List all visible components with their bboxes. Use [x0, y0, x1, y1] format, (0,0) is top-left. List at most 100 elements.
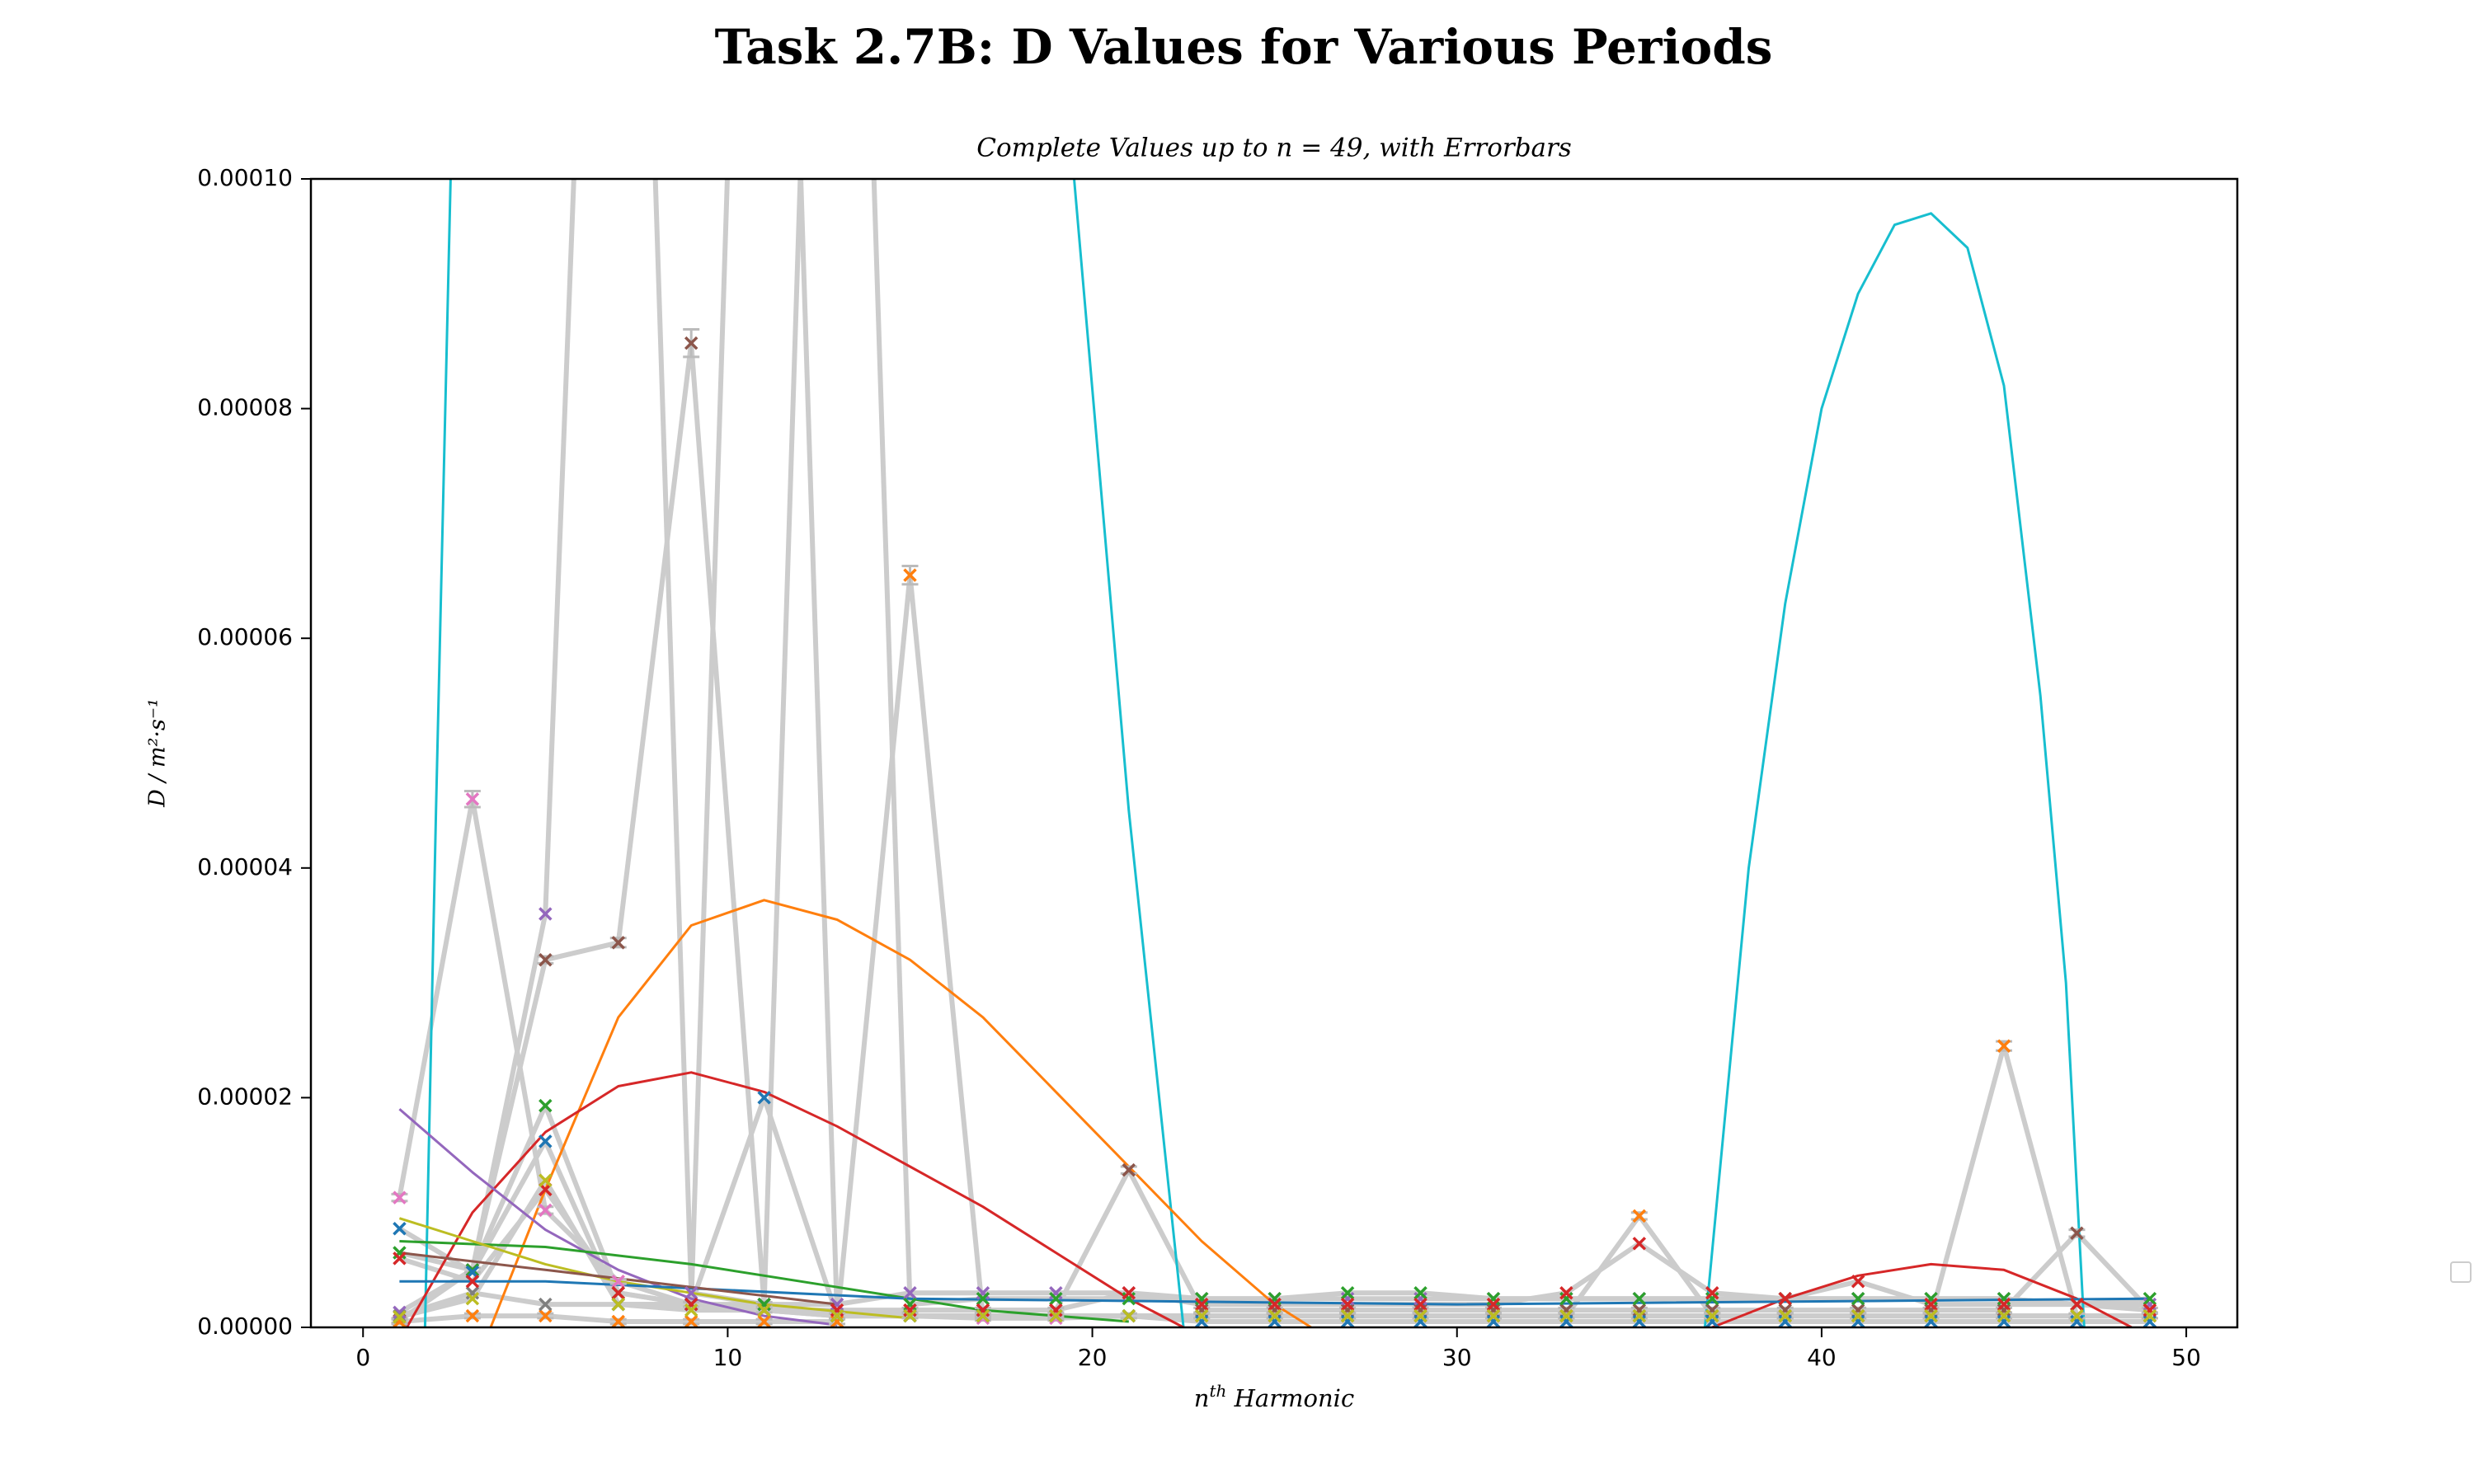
marker	[611, 936, 625, 950]
x-axis-label-part: th	[1209, 1381, 1226, 1401]
x-axis-label: nth Harmonic	[1194, 1381, 1354, 1413]
marker-stroke	[1997, 1308, 2011, 1323]
marker	[1632, 1291, 1647, 1306]
marker	[539, 1297, 553, 1312]
marker-stroke	[1851, 1291, 1865, 1306]
marker	[1268, 1297, 1282, 1312]
x-axis-label-part: Harmonic	[1226, 1384, 1354, 1412]
marker	[539, 1203, 553, 1218]
marker	[976, 1291, 990, 1306]
marker	[1778, 1291, 1792, 1306]
marker-stroke	[1778, 1291, 1792, 1306]
marker-stroke	[1851, 1275, 1865, 1289]
marker-stroke	[465, 1275, 480, 1289]
marker	[1122, 1162, 1136, 1177]
marker-stroke	[757, 1091, 771, 1105]
marker-stroke	[465, 1308, 480, 1323]
marker-stroke	[903, 1285, 917, 1300]
x-tick-label: 20	[1078, 1344, 1108, 1371]
chart-title: Task 2.7B: D Values for Various Periods	[715, 19, 1773, 75]
marker	[1049, 1308, 1063, 1323]
marker	[684, 336, 698, 350]
marker	[1705, 1285, 1719, 1300]
marker-stroke	[465, 1291, 480, 1306]
marker	[830, 1308, 844, 1323]
data-line	[398, 1186, 2151, 1313]
marker-stroke	[539, 1098, 553, 1113]
marker	[1194, 1308, 1209, 1323]
marker-stroke	[465, 791, 480, 806]
marker-stroke	[611, 1275, 625, 1289]
marker	[539, 1308, 553, 1323]
marker-stroke	[1049, 1308, 1063, 1323]
x-tick-label: 0	[355, 1344, 370, 1371]
marker	[465, 1263, 480, 1277]
marker-stroke	[1122, 1308, 1136, 1323]
marker	[1340, 1297, 1355, 1312]
marker	[903, 1308, 917, 1323]
marker-stroke	[1486, 1297, 1501, 1312]
marker	[757, 1314, 771, 1327]
marker-stroke	[1340, 1308, 1355, 1323]
marker-stroke	[757, 1314, 771, 1327]
data-line	[397, 796, 2150, 1321]
marker	[1486, 1297, 1501, 1312]
marker-stroke	[1340, 1297, 1355, 1312]
marker-stroke	[1340, 1285, 1355, 1300]
marker	[393, 1221, 407, 1236]
marker-stroke	[1997, 1039, 2011, 1053]
chart-subtitle: Complete Values up to n = 49, with Error…	[976, 134, 1572, 163]
marker-stroke	[393, 1190, 407, 1205]
marker-stroke	[1486, 1308, 1501, 1323]
marker-stroke	[684, 336, 698, 350]
fit-curve	[398, 1217, 910, 1320]
marker	[757, 1091, 771, 1105]
x-tick-label: 50	[2171, 1344, 2201, 1371]
marker	[539, 953, 553, 967]
marker	[1705, 1308, 1719, 1323]
x-tick-label: 40	[1807, 1344, 1837, 1371]
marker	[539, 1173, 553, 1187]
marker-stroke	[1413, 1285, 1427, 1300]
marker-stroke	[1705, 1285, 1719, 1300]
marker-stroke	[1194, 1308, 1209, 1323]
marker-stroke	[1851, 1308, 1865, 1323]
marker	[1268, 1308, 1282, 1323]
y-tick-label: 0.00006	[197, 623, 293, 650]
marker	[465, 1275, 480, 1289]
marker-stroke	[1122, 1162, 1136, 1177]
marker-stroke	[1924, 1297, 1938, 1312]
marker-stroke	[539, 907, 553, 921]
marker-stroke	[2070, 1297, 2084, 1312]
marker-stroke	[684, 1303, 698, 1317]
data-line	[397, 179, 2150, 1315]
marker-stroke	[393, 1252, 407, 1266]
marker	[1851, 1291, 1865, 1306]
y-tick-label: 0.00004	[197, 853, 293, 881]
marker	[393, 1305, 407, 1320]
marker-stroke	[611, 1285, 625, 1300]
marker	[611, 1297, 625, 1312]
y-tick-label: 0.00000	[197, 1313, 293, 1340]
marker	[1413, 1308, 1427, 1323]
marker	[1924, 1297, 1938, 1312]
marker-stroke	[684, 1314, 698, 1327]
marker-stroke	[1632, 1308, 1647, 1323]
marker-stroke	[539, 1308, 553, 1323]
marker-stroke	[1268, 1297, 1282, 1312]
marker	[611, 1314, 625, 1327]
marker	[2142, 1308, 2157, 1323]
marker-stroke	[1778, 1308, 1792, 1323]
data-line	[398, 179, 2150, 1319]
y-tick-label: 0.00008	[197, 394, 293, 421]
marker-stroke	[393, 1310, 407, 1324]
marker-stroke	[976, 1291, 990, 1306]
marker	[465, 791, 480, 806]
y-axis-label: D / m²·s⁻¹	[145, 698, 171, 808]
marker-stroke	[1049, 1291, 1063, 1306]
marker	[1122, 1308, 1136, 1323]
marker	[539, 1098, 553, 1113]
marker-stroke	[2070, 1226, 2084, 1241]
marker	[611, 1275, 625, 1289]
